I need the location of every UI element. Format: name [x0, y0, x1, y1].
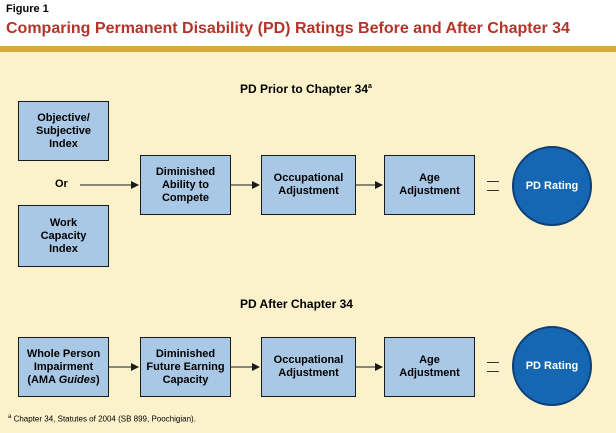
or-label: Or — [55, 178, 68, 190]
diminished-ability-box: Diminished Ability to Compete — [140, 155, 231, 215]
pd-rating-circle: PD Rating — [512, 146, 592, 226]
heading-footnote-mark: a — [368, 83, 372, 90]
title-rule — [0, 46, 616, 52]
figure-label: Figure 1 — [6, 3, 49, 15]
footnote-mark: a — [8, 414, 12, 420]
after-heading: PD After Chapter 34 — [240, 297, 353, 311]
equals-sign-after — [487, 362, 499, 372]
work-capacity-index-box: Work Capacity Index — [18, 205, 109, 267]
whole-person-impairment-box: Whole Person Impairment (AMA Guides) — [18, 337, 109, 397]
figure-title: Comparing Permanent Disability (PD) Rati… — [6, 20, 570, 37]
pd-rating-circle-after: PD Rating — [512, 326, 592, 406]
equals-sign — [487, 181, 499, 191]
before-heading: PD Prior to Chapter 34a — [240, 82, 372, 96]
occupational-adjustment-box: Occupational Adjustment — [261, 155, 356, 215]
occupational-adjustment-box-after: Occupational Adjustment — [261, 337, 356, 397]
objective-subjective-index-box: Objective/ Subjective Index — [18, 101, 109, 161]
footnote: a Chapter 34, Statutes of 2004 (SB 899, … — [8, 414, 196, 424]
age-adjustment-box-after: Age Adjustment — [384, 337, 475, 397]
age-adjustment-box: Age Adjustment — [384, 155, 475, 215]
diminished-future-earning-box: Diminished Future Earning Capacity — [140, 337, 231, 397]
